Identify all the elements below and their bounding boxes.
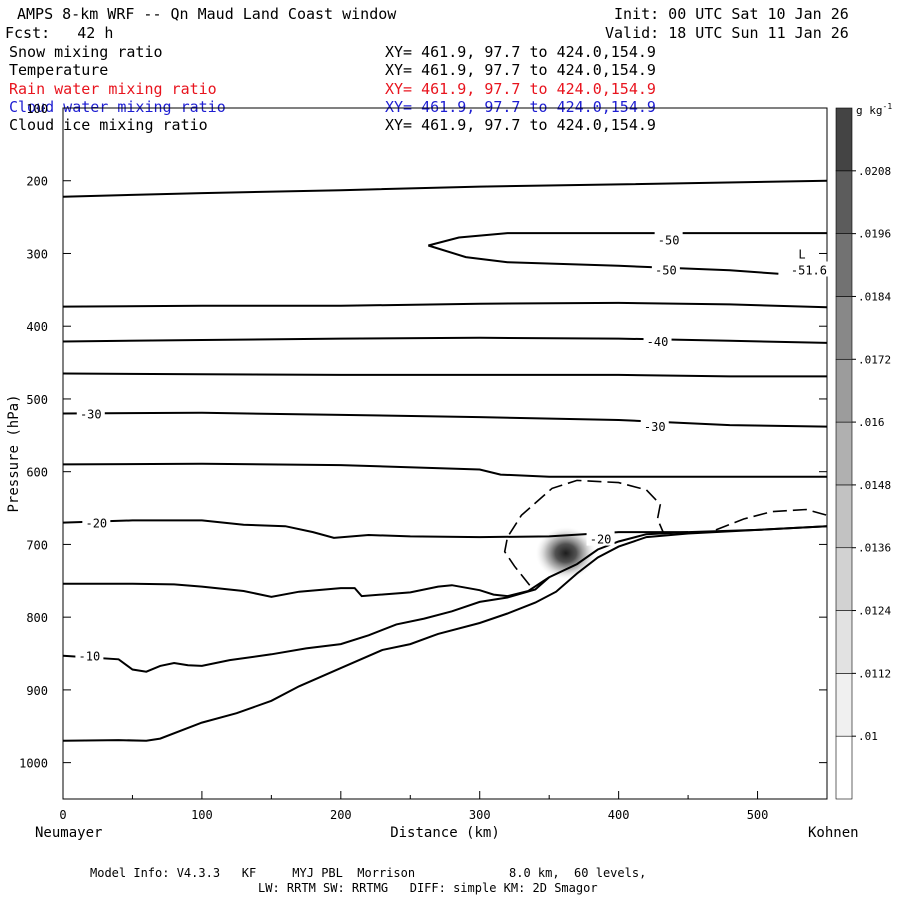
contour-label-6: -30 xyxy=(644,420,666,434)
y-tick-label-1: 200 xyxy=(26,175,48,189)
field-xy-cloud-water: XY= 461.9, 97.7 to 424.0,154.9 xyxy=(385,98,656,116)
y-tick-label-9: 1000 xyxy=(19,757,48,771)
colorbar-band-2 xyxy=(835,610,853,674)
contour-label-bg-2 xyxy=(786,261,831,277)
y-tick-label-4: 500 xyxy=(26,393,48,407)
field-name-temperature: Temperature xyxy=(9,61,109,79)
y-tick-label-8: 900 xyxy=(26,684,48,698)
y-tick-label-6: 700 xyxy=(26,538,48,552)
x-tick-label-4: 400 xyxy=(608,808,630,822)
contour-label-5: -30 xyxy=(80,407,102,421)
colorbar-band-9 xyxy=(835,170,853,234)
contour-label-bg-4 xyxy=(643,332,672,348)
colorbar-label-6: .0172 xyxy=(858,353,891,366)
x-endpoint-left: Neumayer xyxy=(35,825,102,841)
colorbar-band-3 xyxy=(835,547,853,611)
temperature-contour-6 xyxy=(62,411,828,428)
temperature-contour-2 xyxy=(428,244,779,275)
temperature-contour-5 xyxy=(62,372,827,378)
contour-label-4: -40 xyxy=(647,335,669,349)
colorbar-band-8 xyxy=(835,233,853,297)
contour-label-9: -10 xyxy=(79,650,101,664)
colorbar-unit: g kg-1 xyxy=(856,102,892,117)
temperature-contour-4 xyxy=(62,336,828,344)
cloud-water-shading xyxy=(535,527,596,580)
colorbar-label-1: .0112 xyxy=(858,667,891,680)
contour-label-3: L xyxy=(798,247,805,261)
temperature-contour-0 xyxy=(62,179,828,198)
temperature-contour-10 xyxy=(62,576,550,673)
field-xy-snow: XY= 461.9, 97.7 to 424.0,154.9 xyxy=(385,43,656,61)
colorbar-unit-exponent: -1 xyxy=(883,102,893,111)
field-name-snow: Snow mixing ratio xyxy=(9,43,163,61)
plot-frame xyxy=(62,107,828,800)
contour-label-bg-1 xyxy=(651,261,680,277)
plot-title: AMPS 8-km WRF -- Qn Maud Land Coast wind… xyxy=(17,5,397,23)
contour-label-2: -51.6 xyxy=(791,263,827,277)
colorbar-band-10 xyxy=(835,107,853,172)
y-axis-label: Pressure (hPa) xyxy=(6,394,22,512)
contour-label-bg-8 xyxy=(586,530,615,546)
field-name-cloud-ice: Cloud ice mixing ratio xyxy=(9,116,208,134)
valid-time: Valid: 18 UTC Sun 11 Jan 26 xyxy=(605,24,849,42)
init-time: Init: 00 UTC Sat 10 Jan 26 xyxy=(614,5,849,23)
colorbar-label-8: .0196 xyxy=(858,228,891,241)
colorbar-label-4: .0148 xyxy=(858,479,891,492)
y-tick-label-2: 300 xyxy=(26,247,48,261)
temperature-contour-8 xyxy=(62,519,828,539)
colorbar-label-7: .0184 xyxy=(858,290,891,303)
model-info-line-1: Model Info: V4.3.3 KF MYJ PBL Morrison 8… xyxy=(90,866,647,880)
contour-label-bg-0 xyxy=(654,231,683,247)
dashed-contour-0 xyxy=(503,479,664,586)
forecast-hour: Fcst: 42 h xyxy=(5,24,114,42)
y-tick-label-7: 800 xyxy=(26,611,48,625)
colorbar-label-2: .0124 xyxy=(858,605,891,618)
x-tick-label-3: 300 xyxy=(469,808,491,822)
colorbar-band-6 xyxy=(835,358,853,423)
colorbar-label-9: .0208 xyxy=(858,165,891,178)
colorbar-band-5 xyxy=(835,421,853,486)
y-tick-label-5: 600 xyxy=(26,466,48,480)
x-tick-label-0: 0 xyxy=(59,808,66,822)
field-xy-cloud-ice: XY= 461.9, 97.7 to 424.0,154.9 xyxy=(385,116,656,134)
y-tick-label-0: 100 xyxy=(26,102,48,116)
contour-label-bg-7 xyxy=(82,514,111,530)
temperature-contour-3 xyxy=(62,301,828,309)
contour-label-bg-9 xyxy=(75,647,104,663)
temperature-contour-1 xyxy=(428,232,827,247)
colorbar-label-5: .016 xyxy=(858,416,885,429)
colorbar-band-1 xyxy=(835,673,853,737)
contour-label-0: -50 xyxy=(658,234,680,248)
contour-label-bg-6 xyxy=(640,417,669,433)
x-tick-label-5: 500 xyxy=(747,808,769,822)
colorbar-band-7 xyxy=(835,296,853,360)
x-axis-label: Distance (km) xyxy=(390,825,500,841)
dashed-contour-1 xyxy=(715,508,828,531)
colorbar-label-3: .0136 xyxy=(858,542,891,555)
contour-label-8: -20 xyxy=(590,533,612,547)
x-endpoint-right: Kohnen xyxy=(808,825,859,841)
y-tick-label-3: 400 xyxy=(26,320,48,334)
colorbar-band-4 xyxy=(835,484,853,549)
field-xy-temperature: XY= 461.9, 97.7 to 424.0,154.9 xyxy=(385,61,656,79)
temperature-contour-7 xyxy=(62,462,827,478)
contour-label-1: -50 xyxy=(655,263,677,277)
temperature-contour-9 xyxy=(63,531,689,598)
x-tick-label-1: 100 xyxy=(191,808,213,822)
model-info-line-2: LW: RRTM SW: RRTMG DIFF: simple KM: 2D S… xyxy=(258,881,598,895)
temperature-contour-11 xyxy=(62,525,828,742)
field-xy-rain: XY= 461.9, 97.7 to 424.0,154.9 xyxy=(385,80,656,98)
x-tick-label-2: 200 xyxy=(330,808,352,822)
colorbar-band-0 xyxy=(835,735,853,800)
field-name-rain: Rain water mixing ratio xyxy=(9,80,217,98)
field-name-cloud-water: Cloud water mixing ratio xyxy=(9,98,226,116)
contour-label-bg-5 xyxy=(76,405,105,421)
contour-label-7: -20 xyxy=(85,517,107,531)
colorbar-label-0: .01 xyxy=(858,730,878,743)
